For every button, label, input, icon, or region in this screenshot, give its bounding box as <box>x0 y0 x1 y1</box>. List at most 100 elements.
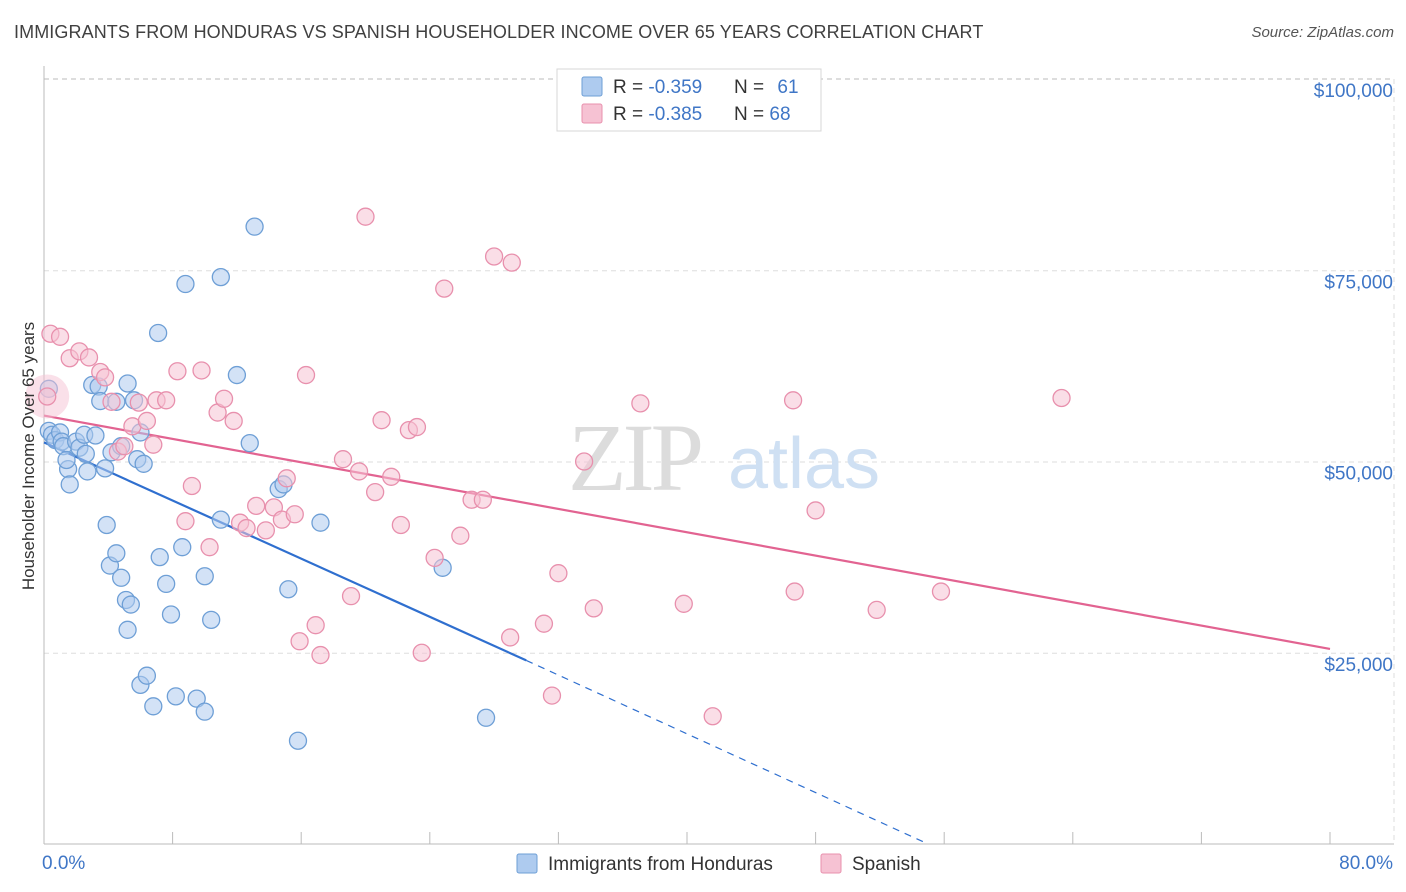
y-tick-label-0: $25,000 <box>1324 655 1393 676</box>
honduras-point-36 <box>157 574 176 594</box>
stats-legend: R = -0.359 N = 61 R = -0.385 N = 68 <box>556 68 822 132</box>
svg-text:R = -0.385: R = -0.385 <box>613 104 702 125</box>
spanish-point-43 <box>382 467 401 486</box>
stats-legend-swatch-pink <box>581 103 603 124</box>
stats-n-value-2: 68 <box>769 104 790 125</box>
x-tick-label-max: 80.0% <box>1339 853 1393 874</box>
watermark: ZIP atlas <box>568 404 880 511</box>
spanish-point-31 <box>277 469 296 488</box>
honduras-point-57 <box>107 544 126 563</box>
trend-line-honduras-extrapolated <box>526 659 929 845</box>
stats-n-label-1: N = <box>734 77 769 98</box>
series-legend-label-honduras: Immigrants from Honduras <box>548 854 773 875</box>
honduras-point-38 <box>166 687 185 706</box>
spanish-point-62 <box>674 594 693 613</box>
stats-n-label-2: N = <box>734 104 769 125</box>
honduras-point-25 <box>134 454 153 473</box>
svg-text:N = 68: N = 68 <box>734 104 791 125</box>
svg-text:R = -0.359: R = -0.359 <box>613 77 702 98</box>
x-tick-label-min: 0.0% <box>42 853 85 874</box>
stats-r-label-2: R = <box>613 104 648 125</box>
spanish-point-19 <box>182 476 202 496</box>
honduras-point-14 <box>86 426 105 445</box>
spanish-point-66 <box>806 501 825 520</box>
chart-title: IMMIGRANTS FROM HONDURAS VS SPANISH HOUS… <box>14 22 984 42</box>
spanish-point-27 <box>247 496 266 516</box>
spanish-point-58 <box>549 564 568 583</box>
spanish-point-39 <box>349 462 369 481</box>
spanish-point-48 <box>425 548 444 568</box>
series-legend-label-spanish: Spanish <box>852 854 921 875</box>
x-tick-labels: 0.0% 80.0% <box>42 853 1393 874</box>
spanish-point-35 <box>306 616 325 635</box>
stats-r-value-1: -0.359 <box>648 77 702 98</box>
honduras-point-8 <box>60 475 79 494</box>
honduras-point-26 <box>97 515 116 535</box>
spanish-point-57 <box>542 686 562 705</box>
honduras-point-52 <box>279 580 298 599</box>
spanish-point-34 <box>296 365 316 385</box>
y-tick-label-2: $75,000 <box>1324 272 1393 293</box>
spanish-point-63 <box>703 707 722 726</box>
trend-line-spanish <box>43 414 1331 651</box>
gridlines <box>44 78 1395 844</box>
spanish-point-33 <box>290 632 309 651</box>
spanish-point-44 <box>391 515 411 535</box>
spanish-point-17 <box>168 362 187 381</box>
y-tick-labels: $25,000 $50,000 $75,000 $100,000 <box>1314 81 1393 676</box>
spanish-point-53 <box>484 247 504 266</box>
spanish-point-68 <box>931 582 951 601</box>
spanish-point-26 <box>237 518 256 538</box>
honduras-point-41 <box>148 323 168 343</box>
series-legend-swatch-honduras <box>516 853 538 874</box>
spanish-point-7 <box>95 368 115 387</box>
honduras-point-48 <box>240 433 259 453</box>
honduras-point-31 <box>118 620 137 639</box>
honduras-point-35 <box>150 547 169 567</box>
spanish-point-12 <box>129 393 148 412</box>
honduras-point-28 <box>112 568 131 587</box>
spanish-point-47 <box>412 643 431 662</box>
spanish-point-2 <box>50 327 70 346</box>
honduras-point-44 <box>202 610 221 630</box>
series-legend: Immigrants from Honduras Spanish <box>516 853 921 875</box>
honduras-point-39 <box>173 538 192 557</box>
spanish-point-20 <box>192 361 211 380</box>
spanish-point-59 <box>574 452 594 471</box>
stats-legend-swatch-blue <box>581 76 603 97</box>
trend-lines <box>43 414 1331 845</box>
series-legend-swatch-spanish <box>820 853 842 874</box>
honduras-point-45 <box>211 510 230 529</box>
honduras-point-59 <box>76 444 95 464</box>
y-tick-label-3: $100,000 <box>1314 81 1393 102</box>
spanish-point-67 <box>867 600 886 620</box>
stats-r-label-1: R = <box>613 77 648 98</box>
spanish-point-55 <box>501 628 520 647</box>
series-spanish-points <box>25 207 1071 726</box>
spanish-point-40 <box>356 207 375 226</box>
honduras-point-43 <box>195 702 214 721</box>
honduras-point-37 <box>161 605 181 624</box>
honduras-point-58 <box>195 567 214 586</box>
honduras-point-54 <box>311 513 330 532</box>
spanish-point-24 <box>224 411 243 431</box>
spanish-point-23 <box>214 389 234 408</box>
honduras-point-46 <box>211 267 230 287</box>
honduras-point-60 <box>57 450 76 470</box>
honduras-point-47 <box>227 365 247 385</box>
spanish-point-60 <box>584 599 603 618</box>
spanish-point-61 <box>631 394 650 413</box>
spanish-point-46 <box>407 417 427 437</box>
spanish-point-13 <box>137 411 157 431</box>
spanish-point-54 <box>502 253 521 272</box>
spanish-point-14 <box>144 435 163 454</box>
spanish-point-16 <box>157 391 176 410</box>
spanish-point-42 <box>372 411 391 430</box>
spanish-point-5 <box>79 348 99 367</box>
svg-text:N = 61: N = 61 <box>734 77 799 98</box>
spanish-point-8 <box>102 392 121 411</box>
honduras-point-56 <box>476 708 496 727</box>
spanish-point-28 <box>256 521 275 540</box>
spanish-point-64 <box>783 391 803 410</box>
